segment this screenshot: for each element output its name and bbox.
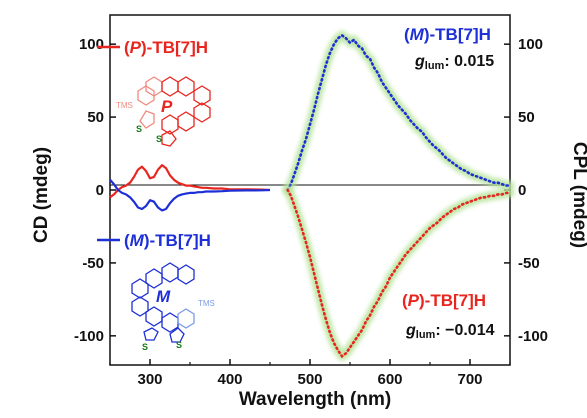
x-tick-label-400: 400 — [217, 371, 242, 388]
series-layer — [109, 30, 515, 361]
y-left-tick-label-50: 50 — [87, 109, 104, 126]
x-tick-label-700: 700 — [457, 371, 482, 388]
x-tick-label-300: 300 — [137, 371, 162, 388]
x-axis-title: Wavelength (nm) — [239, 389, 391, 410]
helicene-rings-m — [131, 262, 195, 343]
y-right-tick-label-100: 100 — [518, 36, 543, 53]
glum-p: glum: −0.014 — [405, 322, 495, 341]
molecule-p-s2: S — [156, 134, 162, 144]
y-left-tick-label--100: -100 — [74, 328, 104, 345]
molecule-m-tms: TMS — [198, 299, 215, 308]
series-line-cd-m — [109, 179, 271, 212]
molecule-structure-m: M TMS S S — [131, 262, 215, 352]
y-left-tick-label-0: 0 — [96, 182, 104, 199]
x-tick-label-600: 600 — [377, 371, 402, 388]
legend-entry-m: (M)-TB[7]H — [97, 231, 211, 250]
y-axis-right-title: CPL (mdeg) — [569, 142, 587, 248]
y-right-tick-label--50: -50 — [518, 255, 540, 272]
cpl-m-label: (M)-TB[7]H — [404, 25, 491, 44]
legend-label-m: (M)-TB[7]H — [124, 231, 211, 250]
legend-label-p: (P)-TB[7]H — [124, 38, 208, 57]
y-left-tick-label--50: -50 — [82, 255, 104, 272]
molecule-structure-p: P TMS S S — [116, 76, 211, 147]
molecule-p-tms: TMS — [116, 101, 133, 110]
series-line-cpl-p — [286, 188, 512, 359]
x-tick-label-500: 500 — [297, 371, 322, 388]
molecule-m-label: M — [156, 287, 171, 306]
molecule-p-s1: S — [136, 124, 142, 134]
y-left-tick-label-100: 100 — [79, 36, 104, 53]
y-axis-left-title: CD (mdeg) — [31, 147, 52, 243]
legend-entry-p: (P)-TB[7]H — [97, 38, 208, 57]
helicene-rings-p — [137, 76, 211, 147]
series-line-cd-p — [109, 164, 271, 199]
axis-ticks: 300 400 500 600 700100500-50-100100500-50-10… — [74, 36, 548, 388]
molecule-m-s2: S — [176, 340, 182, 350]
molecule-p-label: P — [161, 97, 173, 116]
y-right-tick-label--100: -100 — [518, 328, 548, 345]
y-right-tick-label-50: 50 — [518, 109, 535, 126]
series-line-cpl-m — [286, 33, 512, 192]
cpl-p-label: (P)-TB[7]H — [402, 291, 486, 310]
y-right-tick-label-0: 0 — [518, 182, 526, 199]
molecule-m-s1: S — [142, 342, 148, 352]
glum-m: glum: 0.015 — [414, 53, 494, 72]
